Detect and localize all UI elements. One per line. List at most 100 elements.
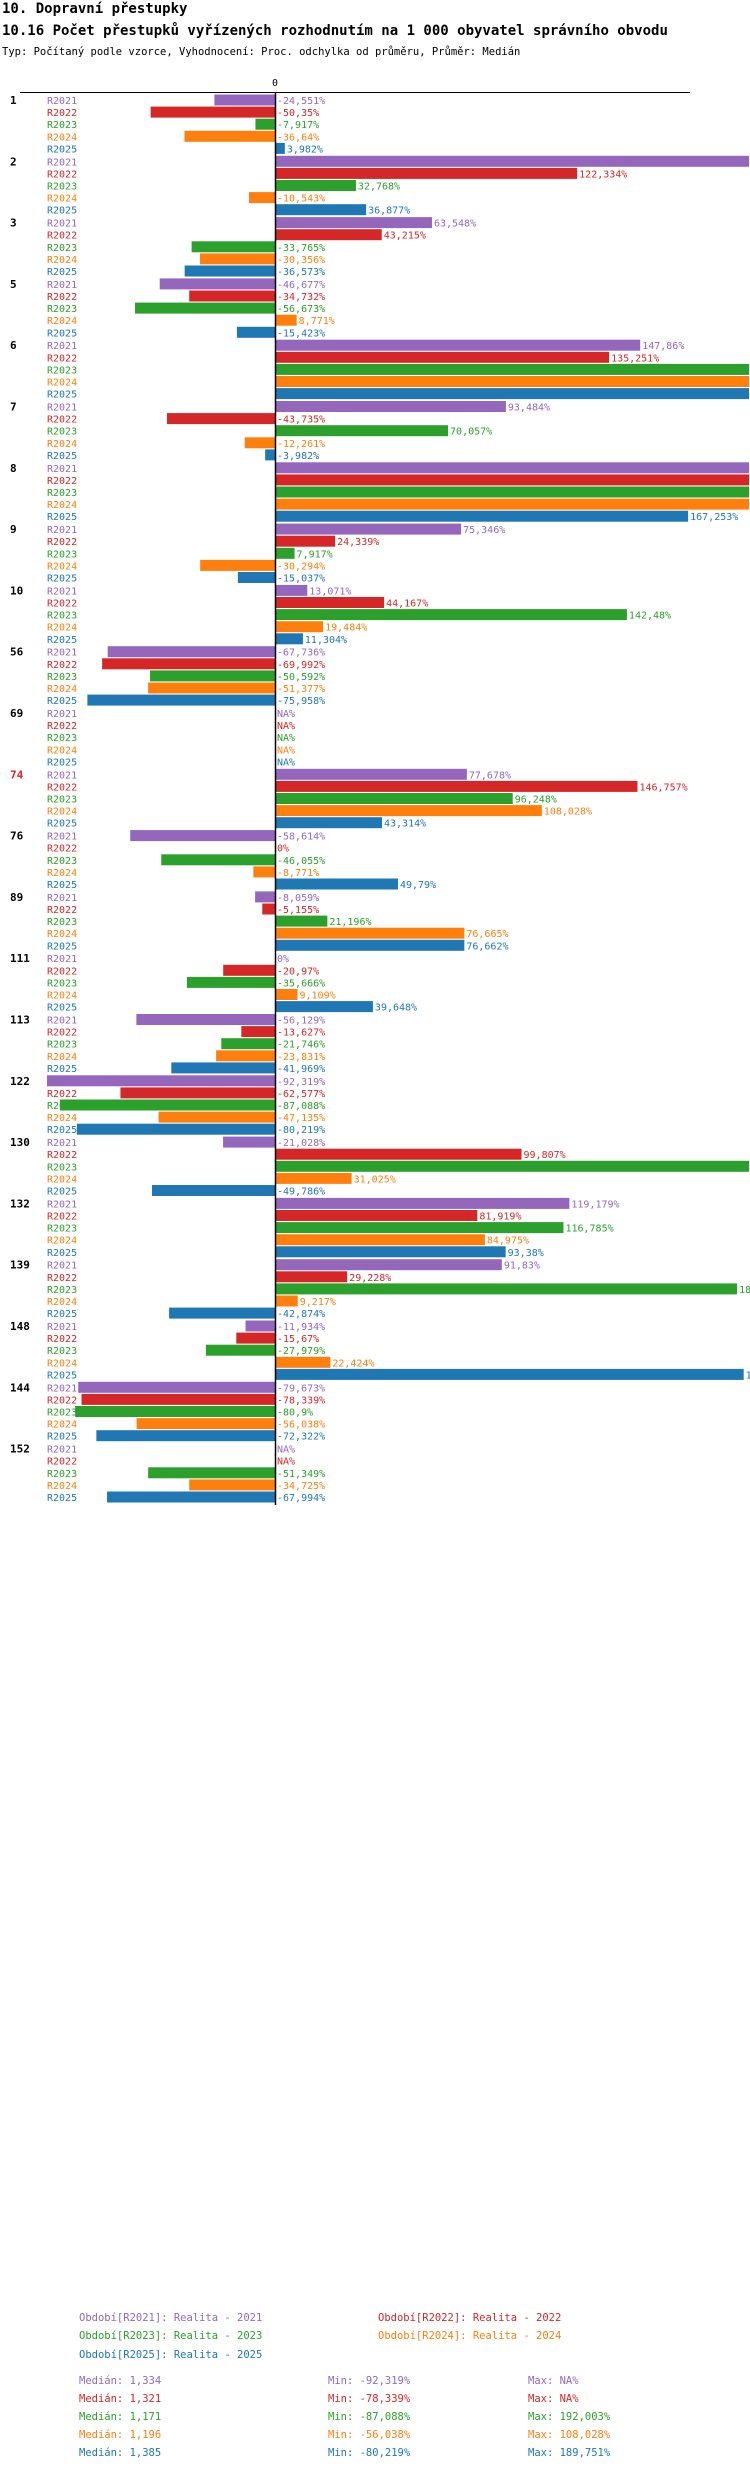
year-label: R2022 (47, 905, 77, 916)
year-label: R2023 (47, 795, 77, 806)
bar (275, 609, 627, 621)
data-label: 22,424% (332, 1358, 374, 1369)
data-label: 11,304% (305, 635, 347, 646)
data-label: -50,592% (277, 672, 325, 683)
bar (248, 192, 275, 204)
year-label: R2023 (47, 917, 77, 928)
year-label: R2023 (47, 1040, 77, 1051)
group-label: 139 (10, 1259, 30, 1272)
year-label: R2024 (47, 500, 77, 511)
year-label: R2021 (47, 648, 77, 659)
year-label: R2025 (47, 267, 77, 278)
data-label: 32,768% (358, 182, 400, 193)
bar (221, 1038, 275, 1050)
data-label: 36,877% (368, 206, 410, 217)
bar (275, 878, 398, 890)
bar (275, 547, 295, 559)
data-label: -15,67% (277, 1334, 319, 1345)
data-label: 96,248% (515, 795, 557, 806)
group-label: 148 (10, 1320, 30, 1333)
year-label: R2023 (47, 488, 77, 499)
data-label: -8,771% (277, 868, 319, 879)
year-label: R2023 (47, 1224, 77, 1235)
year-label: R2024 (47, 929, 77, 940)
bar (275, 1210, 478, 1221)
bar (275, 401, 506, 412)
data-label: -69,992% (277, 660, 325, 671)
data-label: -10,543% (277, 194, 325, 205)
data-label: -12,261% (277, 439, 325, 450)
data-label: 76,662% (466, 941, 508, 952)
year-label: R2023 (47, 427, 77, 438)
year-label: R2025 (47, 696, 77, 707)
data-label: 135,251% (611, 353, 659, 364)
year-label: R2021 (47, 1138, 77, 1149)
data-label: -56,129% (277, 1016, 325, 1027)
year-label: R2022 (47, 844, 77, 855)
data-label: -33,765% (277, 243, 325, 254)
data-label: -80,9% (277, 1408, 313, 1419)
bar (275, 535, 336, 547)
bar (275, 633, 303, 645)
bar (275, 939, 465, 951)
data-label: 119,179% (571, 1199, 619, 1210)
year-label: R2021 (47, 770, 77, 781)
data-label: 142,48% (629, 611, 671, 622)
year-label: R2023 (47, 304, 77, 315)
year-label: R2021 (47, 1261, 77, 1272)
year-label: R2021 (47, 893, 77, 904)
data-label: -23,831% (277, 1052, 325, 1063)
year-label: R2022 (47, 1150, 77, 1161)
year-label: R2022 (47, 1457, 77, 1468)
bar (275, 915, 328, 927)
group-label: 89 (10, 891, 23, 904)
data-label: -56,673% (277, 304, 325, 315)
data-label: -62,577% (277, 1089, 325, 1100)
bar (46, 1075, 275, 1087)
data-label: 7,917% (297, 549, 333, 560)
bar (275, 597, 385, 608)
bar (169, 1307, 275, 1319)
data-label: -49,786% (277, 1187, 325, 1198)
year-label: R2024 (47, 1236, 77, 1247)
bar (275, 462, 749, 474)
data-label: -20,97% (277, 966, 319, 977)
year-label: R2024 (47, 1113, 77, 1124)
year-label: R2021 (47, 954, 77, 965)
year-label: R2025 (47, 1187, 77, 1198)
bar (275, 1234, 485, 1246)
year-label: R2022 (47, 782, 77, 793)
year-label: R2021 (47, 219, 77, 230)
data-label: -34,732% (277, 292, 325, 303)
year-label: R2025 (47, 757, 77, 768)
bar (75, 1406, 275, 1417)
data-label: 44,167% (386, 599, 428, 610)
data-label: -30,356% (277, 255, 325, 266)
data-label: 81,919% (479, 1212, 521, 1223)
group-label: 7 (10, 401, 17, 414)
year-label: R2025 (47, 1493, 77, 1504)
data-label: -78,339% (277, 1395, 325, 1406)
year-label: R2024 (47, 1420, 77, 1431)
year-label: R2023 (47, 1285, 77, 1296)
bar (150, 670, 275, 682)
year-label: R2021 (47, 586, 77, 597)
data-label: -35,666% (277, 978, 325, 989)
bar (255, 118, 275, 130)
data-label: -67,994% (277, 1493, 325, 1504)
data-label: -42,874% (277, 1309, 325, 1320)
bar (275, 142, 285, 154)
bar (236, 1332, 275, 1344)
bar (275, 780, 638, 792)
bar (223, 1136, 275, 1148)
year-label: R2021 (47, 341, 77, 352)
year-label: R2023 (47, 1469, 77, 1480)
data-label: -21,746% (277, 1040, 325, 1051)
year-label: R2021 (47, 403, 77, 414)
year-label: R2021 (47, 464, 77, 475)
bar (87, 694, 275, 706)
group-label: 113 (10, 1014, 30, 1027)
year-label: R2021 (47, 1322, 77, 1333)
bar (223, 964, 275, 976)
bar (275, 1295, 298, 1307)
